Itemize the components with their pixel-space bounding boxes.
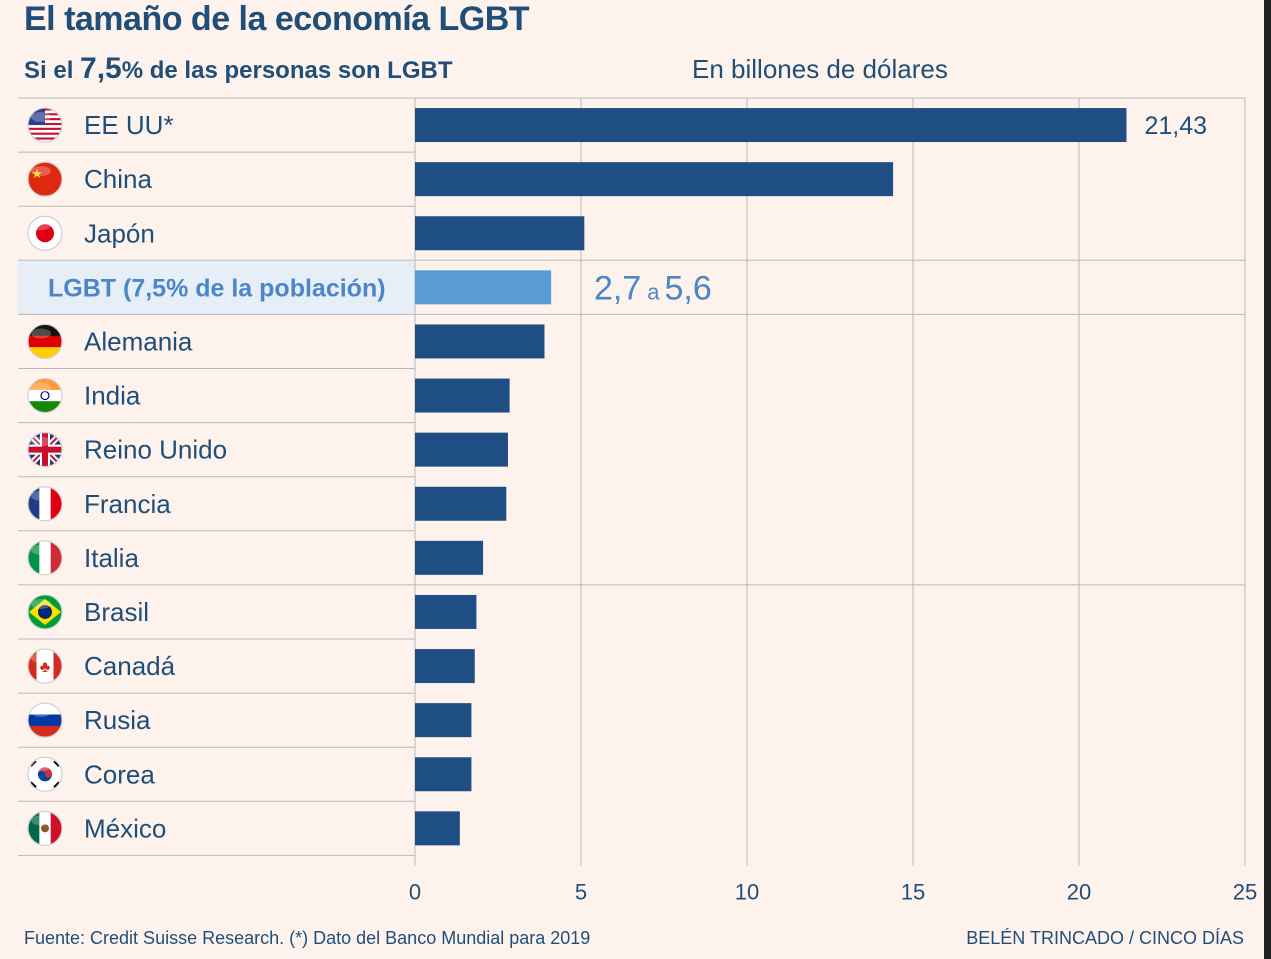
russia-flag-icon bbox=[27, 702, 63, 738]
france-flag-icon bbox=[27, 486, 63, 522]
mexico-flag-icon bbox=[27, 810, 63, 846]
x-tick-label: 10 bbox=[735, 879, 759, 904]
category-label: Reino Unido bbox=[84, 435, 227, 465]
bar bbox=[415, 324, 545, 359]
x-tick-label: 5 bbox=[575, 879, 587, 904]
range-to: 5,6 bbox=[665, 269, 712, 307]
category-label: Rusia bbox=[84, 705, 151, 735]
x-tick-label: 20 bbox=[1067, 879, 1091, 904]
bar bbox=[415, 216, 585, 251]
svg-text:★: ★ bbox=[31, 166, 43, 181]
bar bbox=[415, 378, 510, 413]
japan-flag-icon bbox=[27, 215, 63, 251]
bar bbox=[415, 108, 1127, 143]
author-credit: BELÉN TRINCADO / CINCO DÍAS bbox=[966, 928, 1244, 948]
category-label: LGBT (7,5% de la población) bbox=[48, 274, 386, 302]
bar bbox=[415, 432, 508, 467]
source-note: Fuente: Credit Suisse Research. (*) Dato… bbox=[24, 928, 591, 948]
highlight-bar bbox=[415, 270, 552, 305]
chart-subtitle: Si el 7,5% de las personas son LGBT bbox=[24, 52, 453, 86]
category-label: México bbox=[84, 813, 166, 843]
highlight-row-bg bbox=[18, 260, 415, 315]
category-label: Corea bbox=[84, 759, 155, 789]
bar bbox=[415, 811, 460, 846]
germany-flag-icon bbox=[27, 323, 63, 360]
right-edge-stripe bbox=[1264, 0, 1271, 959]
category-label: Japón bbox=[84, 218, 155, 248]
range-connector: a bbox=[647, 279, 660, 304]
range-from: 2,7 bbox=[594, 269, 641, 307]
category-label: Canadá bbox=[84, 651, 176, 681]
x-tick-label: 25 bbox=[1233, 879, 1257, 904]
bar bbox=[415, 649, 475, 684]
category-label: Italia bbox=[84, 543, 139, 573]
subtitle-highlight: 7,5 bbox=[80, 52, 122, 85]
uk-flag-icon bbox=[27, 432, 63, 468]
range-label: 2,7 a 5,6 bbox=[594, 269, 712, 307]
category-label: China bbox=[84, 164, 152, 194]
bar bbox=[415, 594, 477, 629]
brazil-flag-icon bbox=[27, 594, 63, 630]
category-label: Brasil bbox=[84, 597, 149, 627]
china-flag-icon: ★ bbox=[27, 161, 63, 197]
bar bbox=[415, 703, 472, 738]
bar-chart: EE UU* 21,43 ★ China Japón LGBT (7,5% de la p… bbox=[18, 97, 1257, 904]
unit-label: En billones de dólares bbox=[692, 54, 948, 84]
subtitle-prefix: Si el bbox=[24, 57, 81, 84]
category-label: Francia bbox=[84, 489, 171, 519]
bar bbox=[415, 757, 472, 792]
canada-flag-icon: ♣ bbox=[27, 648, 63, 684]
x-tick-label: 0 bbox=[409, 879, 421, 904]
bar bbox=[415, 540, 484, 575]
data-label: 21,43 bbox=[1144, 112, 1207, 140]
category-label: EE UU* bbox=[84, 110, 174, 140]
category-label: Alemania bbox=[84, 326, 193, 356]
category-label: India bbox=[84, 381, 141, 411]
bar bbox=[415, 486, 507, 521]
india-flag-icon bbox=[27, 377, 63, 414]
svg-text:♣: ♣ bbox=[40, 659, 51, 676]
x-tick-label: 15 bbox=[901, 879, 925, 904]
korea-flag-icon bbox=[27, 756, 63, 792]
italy-flag-icon bbox=[27, 540, 63, 576]
subtitle-suffix: % de las personas son LGBT bbox=[121, 57, 453, 84]
bar bbox=[415, 162, 894, 197]
chart-title: El tamaño de la economía LGBT bbox=[24, 0, 530, 38]
us-flag-icon bbox=[27, 107, 63, 143]
